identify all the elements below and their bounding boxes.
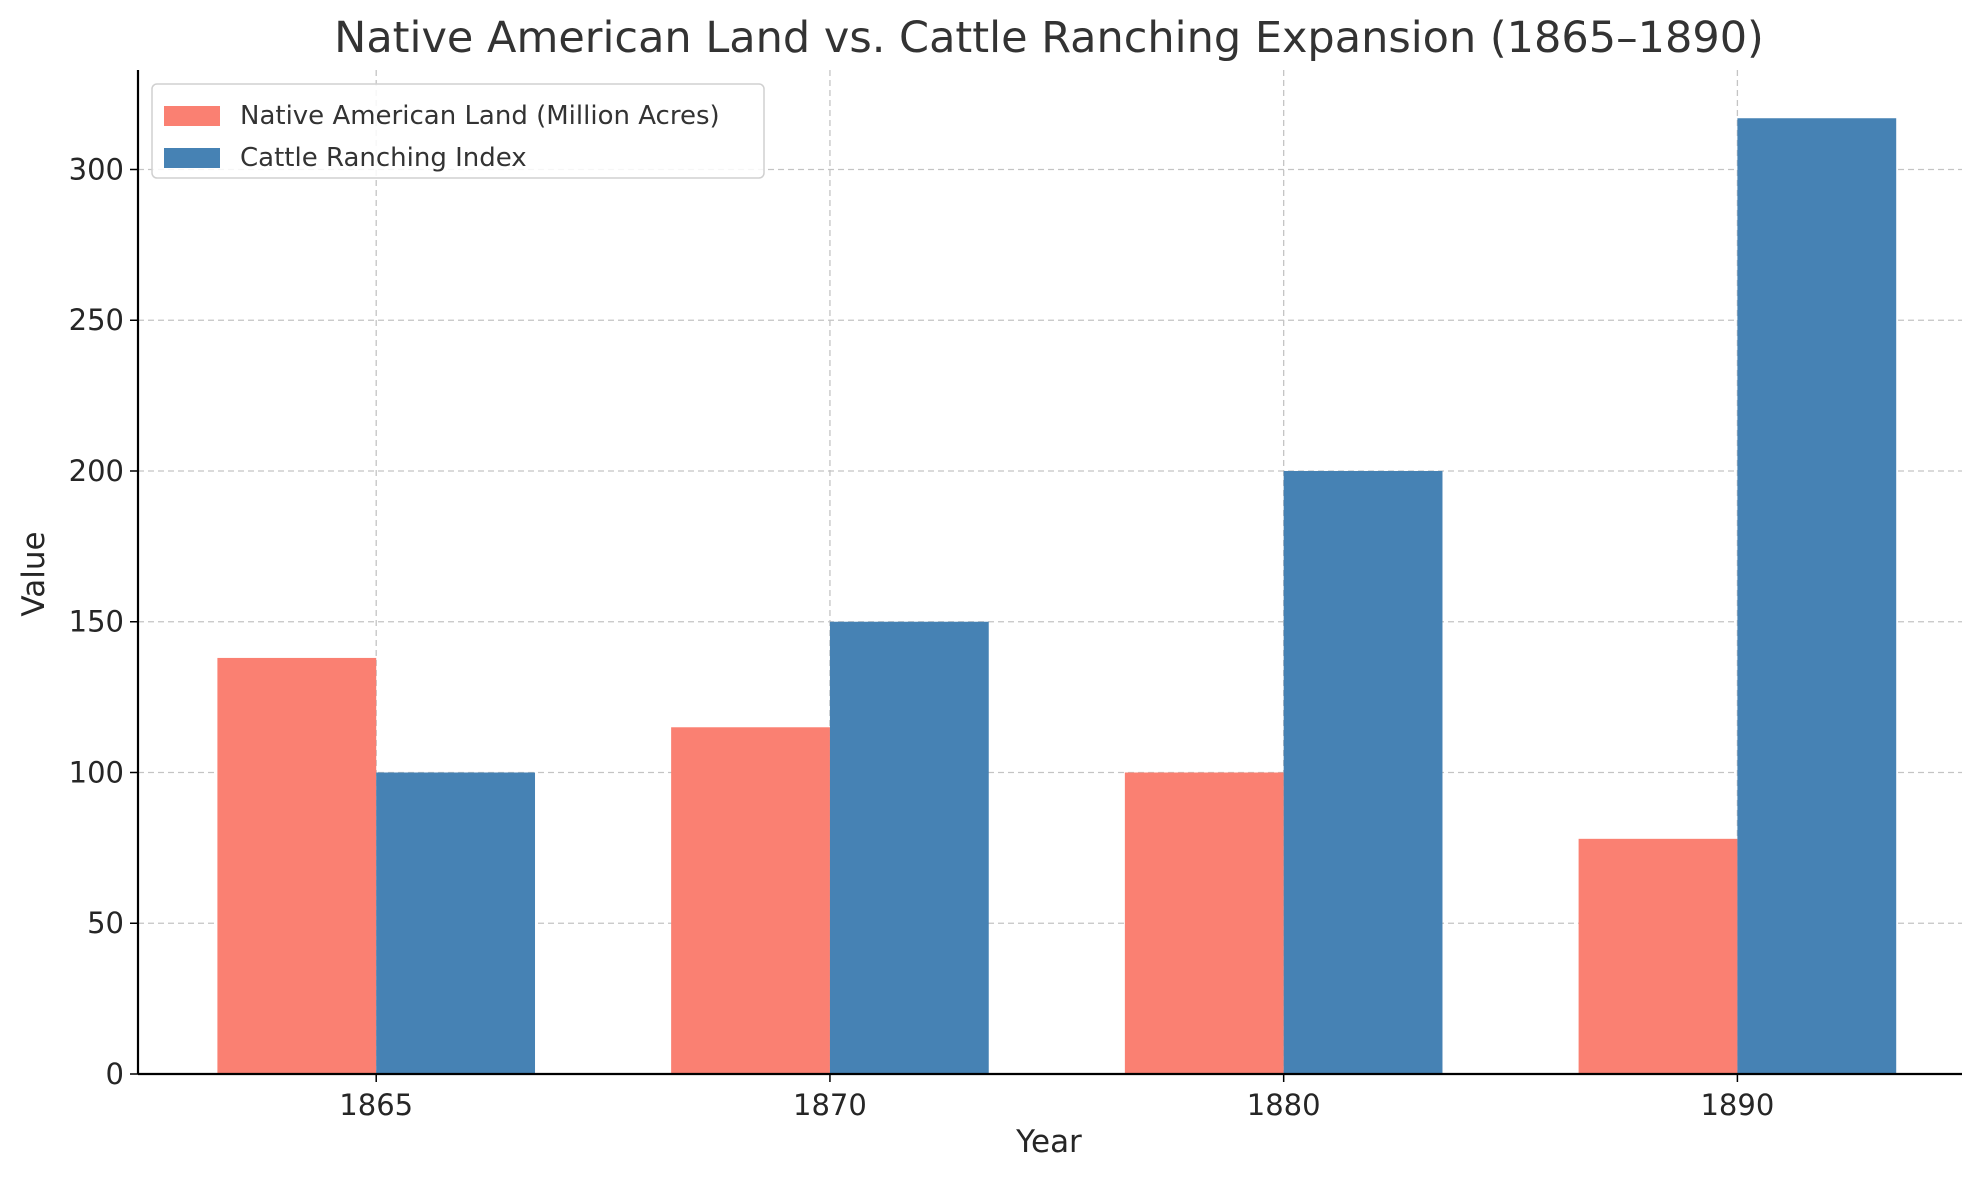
bars xyxy=(217,118,1897,1075)
legend-box xyxy=(151,83,765,179)
y-tick-label: 200 xyxy=(69,454,124,488)
bar-native-american-land-1880 xyxy=(1124,772,1284,1074)
y-tick-label: 300 xyxy=(69,152,124,186)
x-tick-label: 1890 xyxy=(1700,1088,1774,1122)
axes: 0 50 100 150 200 250 300 1865 1870 1880 1890 xyxy=(69,70,1962,1122)
bar-native-american-land-1890 xyxy=(1578,838,1738,1074)
bar-native-american-land-1870 xyxy=(671,727,830,1074)
y-tick-label: 100 xyxy=(69,755,124,789)
bar-cattle-ranching-index-1890 xyxy=(1737,118,1897,1075)
bar-cattle-ranching-index-1870 xyxy=(829,621,989,1074)
bar-cattle-ranching-index-1865 xyxy=(376,772,536,1074)
x-axis-label: Year xyxy=(1015,1124,1082,1160)
legend-swatch xyxy=(164,148,220,168)
x-tick-label: 1865 xyxy=(339,1088,413,1122)
legend-label: Cattle Ranching Index xyxy=(240,143,527,173)
x-tick-label: 1880 xyxy=(1247,1088,1321,1122)
chart-title: Native American Land vs. Cattle Ranching… xyxy=(334,13,1764,63)
bar-native-american-land-1865 xyxy=(217,657,377,1074)
y-axis-label: Value xyxy=(16,531,52,616)
y-tick-label: 50 xyxy=(87,906,124,940)
legend-label: Native American Land (Million Acres) xyxy=(240,101,720,131)
bar-cattle-ranching-index-1880 xyxy=(1283,470,1443,1074)
y-tick-label: 0 xyxy=(106,1057,124,1091)
x-tick-label: 1870 xyxy=(793,1088,867,1122)
y-tick-label: 150 xyxy=(69,605,124,639)
legend-swatch xyxy=(164,106,220,126)
y-tick-label: 250 xyxy=(69,303,124,337)
legend: Native American Land (Million Acres) Catt… xyxy=(151,83,765,179)
